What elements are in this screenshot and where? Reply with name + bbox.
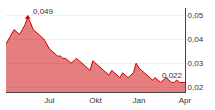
svg-text:0,02: 0,02 [188, 83, 204, 92]
svg-text:0,049: 0,049 [33, 7, 54, 16]
svg-text:Jan: Jan [132, 96, 145, 105]
svg-text:Okt: Okt [89, 96, 102, 105]
svg-text:Jul: Jul [44, 96, 54, 105]
svg-text:0,03: 0,03 [188, 59, 204, 68]
svg-text:Apr: Apr [179, 96, 192, 105]
svg-text:0,05: 0,05 [188, 11, 204, 20]
svg-text:0,04: 0,04 [188, 35, 204, 44]
svg-text:0,022: 0,022 [162, 71, 183, 80]
